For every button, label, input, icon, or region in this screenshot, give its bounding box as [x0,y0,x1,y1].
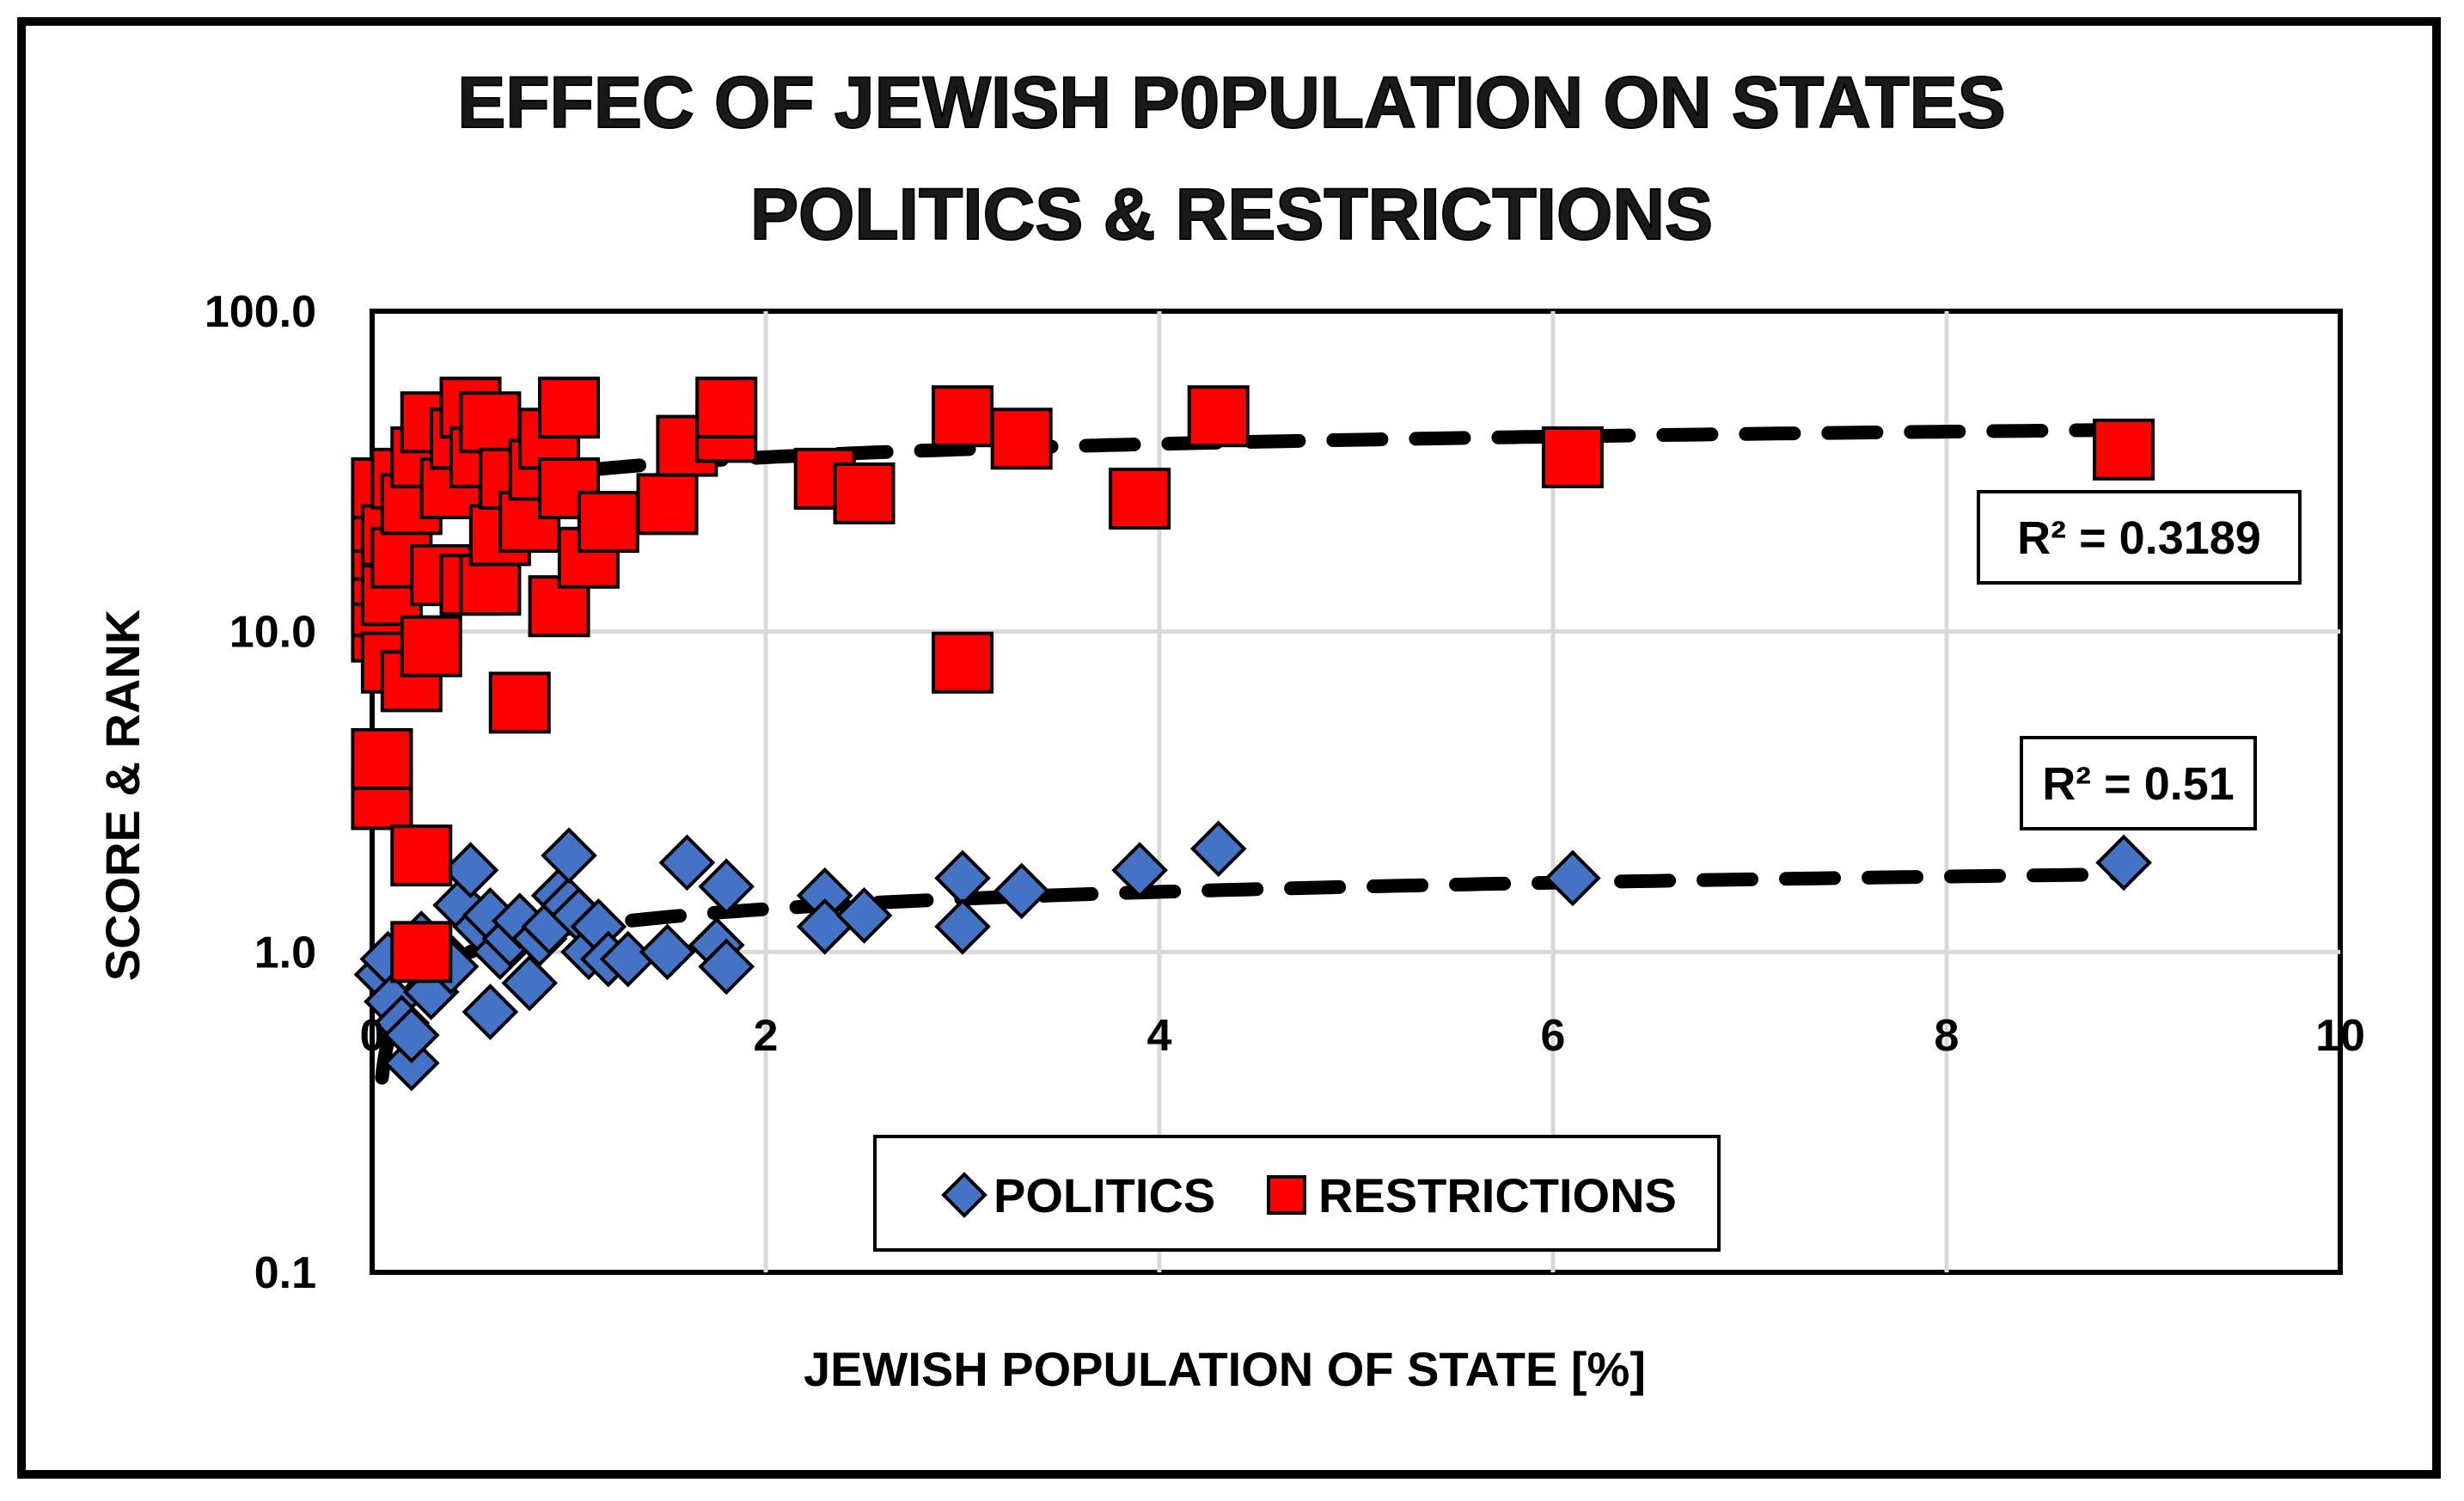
restrictions-point [833,462,896,524]
restrictions-point [351,727,413,790]
restrictions-point [400,615,462,677]
legend-politics-marker [941,1172,987,1218]
x-tick-label: 2 [754,1011,779,1061]
restrictions-point [538,377,600,439]
politics-point [382,1007,440,1063]
politics-point [501,954,559,1012]
legend: POLITICS RESTRICTIONS [873,1135,1721,1252]
x-axis-label: JEWISH POPULATION OF STATE [%] [804,1342,1646,1396]
politics-point [1544,849,1601,907]
restrictions-point [390,921,453,983]
r2-label-politics-box: R² = 0.51 [2020,736,2257,830]
x-tick-label: 4 [1147,1011,1172,1061]
politics-point [698,858,755,916]
restrictions-point [1187,385,1250,448]
restrictions-point [932,385,994,448]
x-tick-label: 6 [1541,1011,1566,1061]
restrictions-point [498,491,561,554]
chart-title-line-1: EFFEC OF JEWISH P0PULATION ON STATES [457,62,2005,143]
y-tick-label: 0.1 [254,1248,316,1298]
restrictions-point [932,631,994,694]
politics-point [462,983,519,1040]
politics-point [2095,834,2152,891]
politics-point [1189,820,1247,878]
politics-point [658,834,716,891]
politics-point [993,862,1050,920]
politics-point [835,887,893,944]
chart-title-line-2: POLITICS & RESTRICTIONS [750,174,1713,254]
r2-label-politics: R² = 0.51 [2042,758,2235,810]
y-axis-label: SCORE & RANK [95,610,150,981]
r2-label-restrictions: R² = 0.3189 [2017,512,2261,564]
legend-politics-label: POLITICS [994,1168,1215,1222]
x-tick-label: 10 [2315,1011,2365,1061]
politics-point [698,938,755,996]
restrictions-point [695,377,758,439]
x-tick-label: 0 [360,1011,385,1061]
y-tick-label: 10.0 [229,608,316,658]
legend-restrictions-marker [1267,1175,1306,1215]
restrictions-point [390,824,453,887]
politics-point [1111,842,1168,899]
restrictions-point [577,491,639,554]
politics-point [639,923,696,981]
restrictions-point [2093,418,2155,481]
legend-restrictions-label: RESTRICTIONS [1318,1168,1677,1222]
y-tick-label: 100.0 [205,287,316,337]
politics-point [442,842,499,899]
points-layer [351,377,2155,1092]
tick-layer: 0 2 4 6 8 10 0.1 1.0 10.0 100.0 [205,287,2365,1298]
restrictions-point [1541,426,1604,488]
politics-point [934,898,991,955]
politics-point [541,827,597,884]
y-tick-label: 1.0 [254,928,316,977]
restrictions-point [1109,468,1171,530]
restrictions-point [990,407,1053,470]
x-tick-label: 8 [1935,1011,1960,1061]
restrictions-point [488,671,551,734]
restrictions-point [636,473,699,536]
r2-label-restrictions-box: R² = 0.3189 [1977,490,2302,585]
